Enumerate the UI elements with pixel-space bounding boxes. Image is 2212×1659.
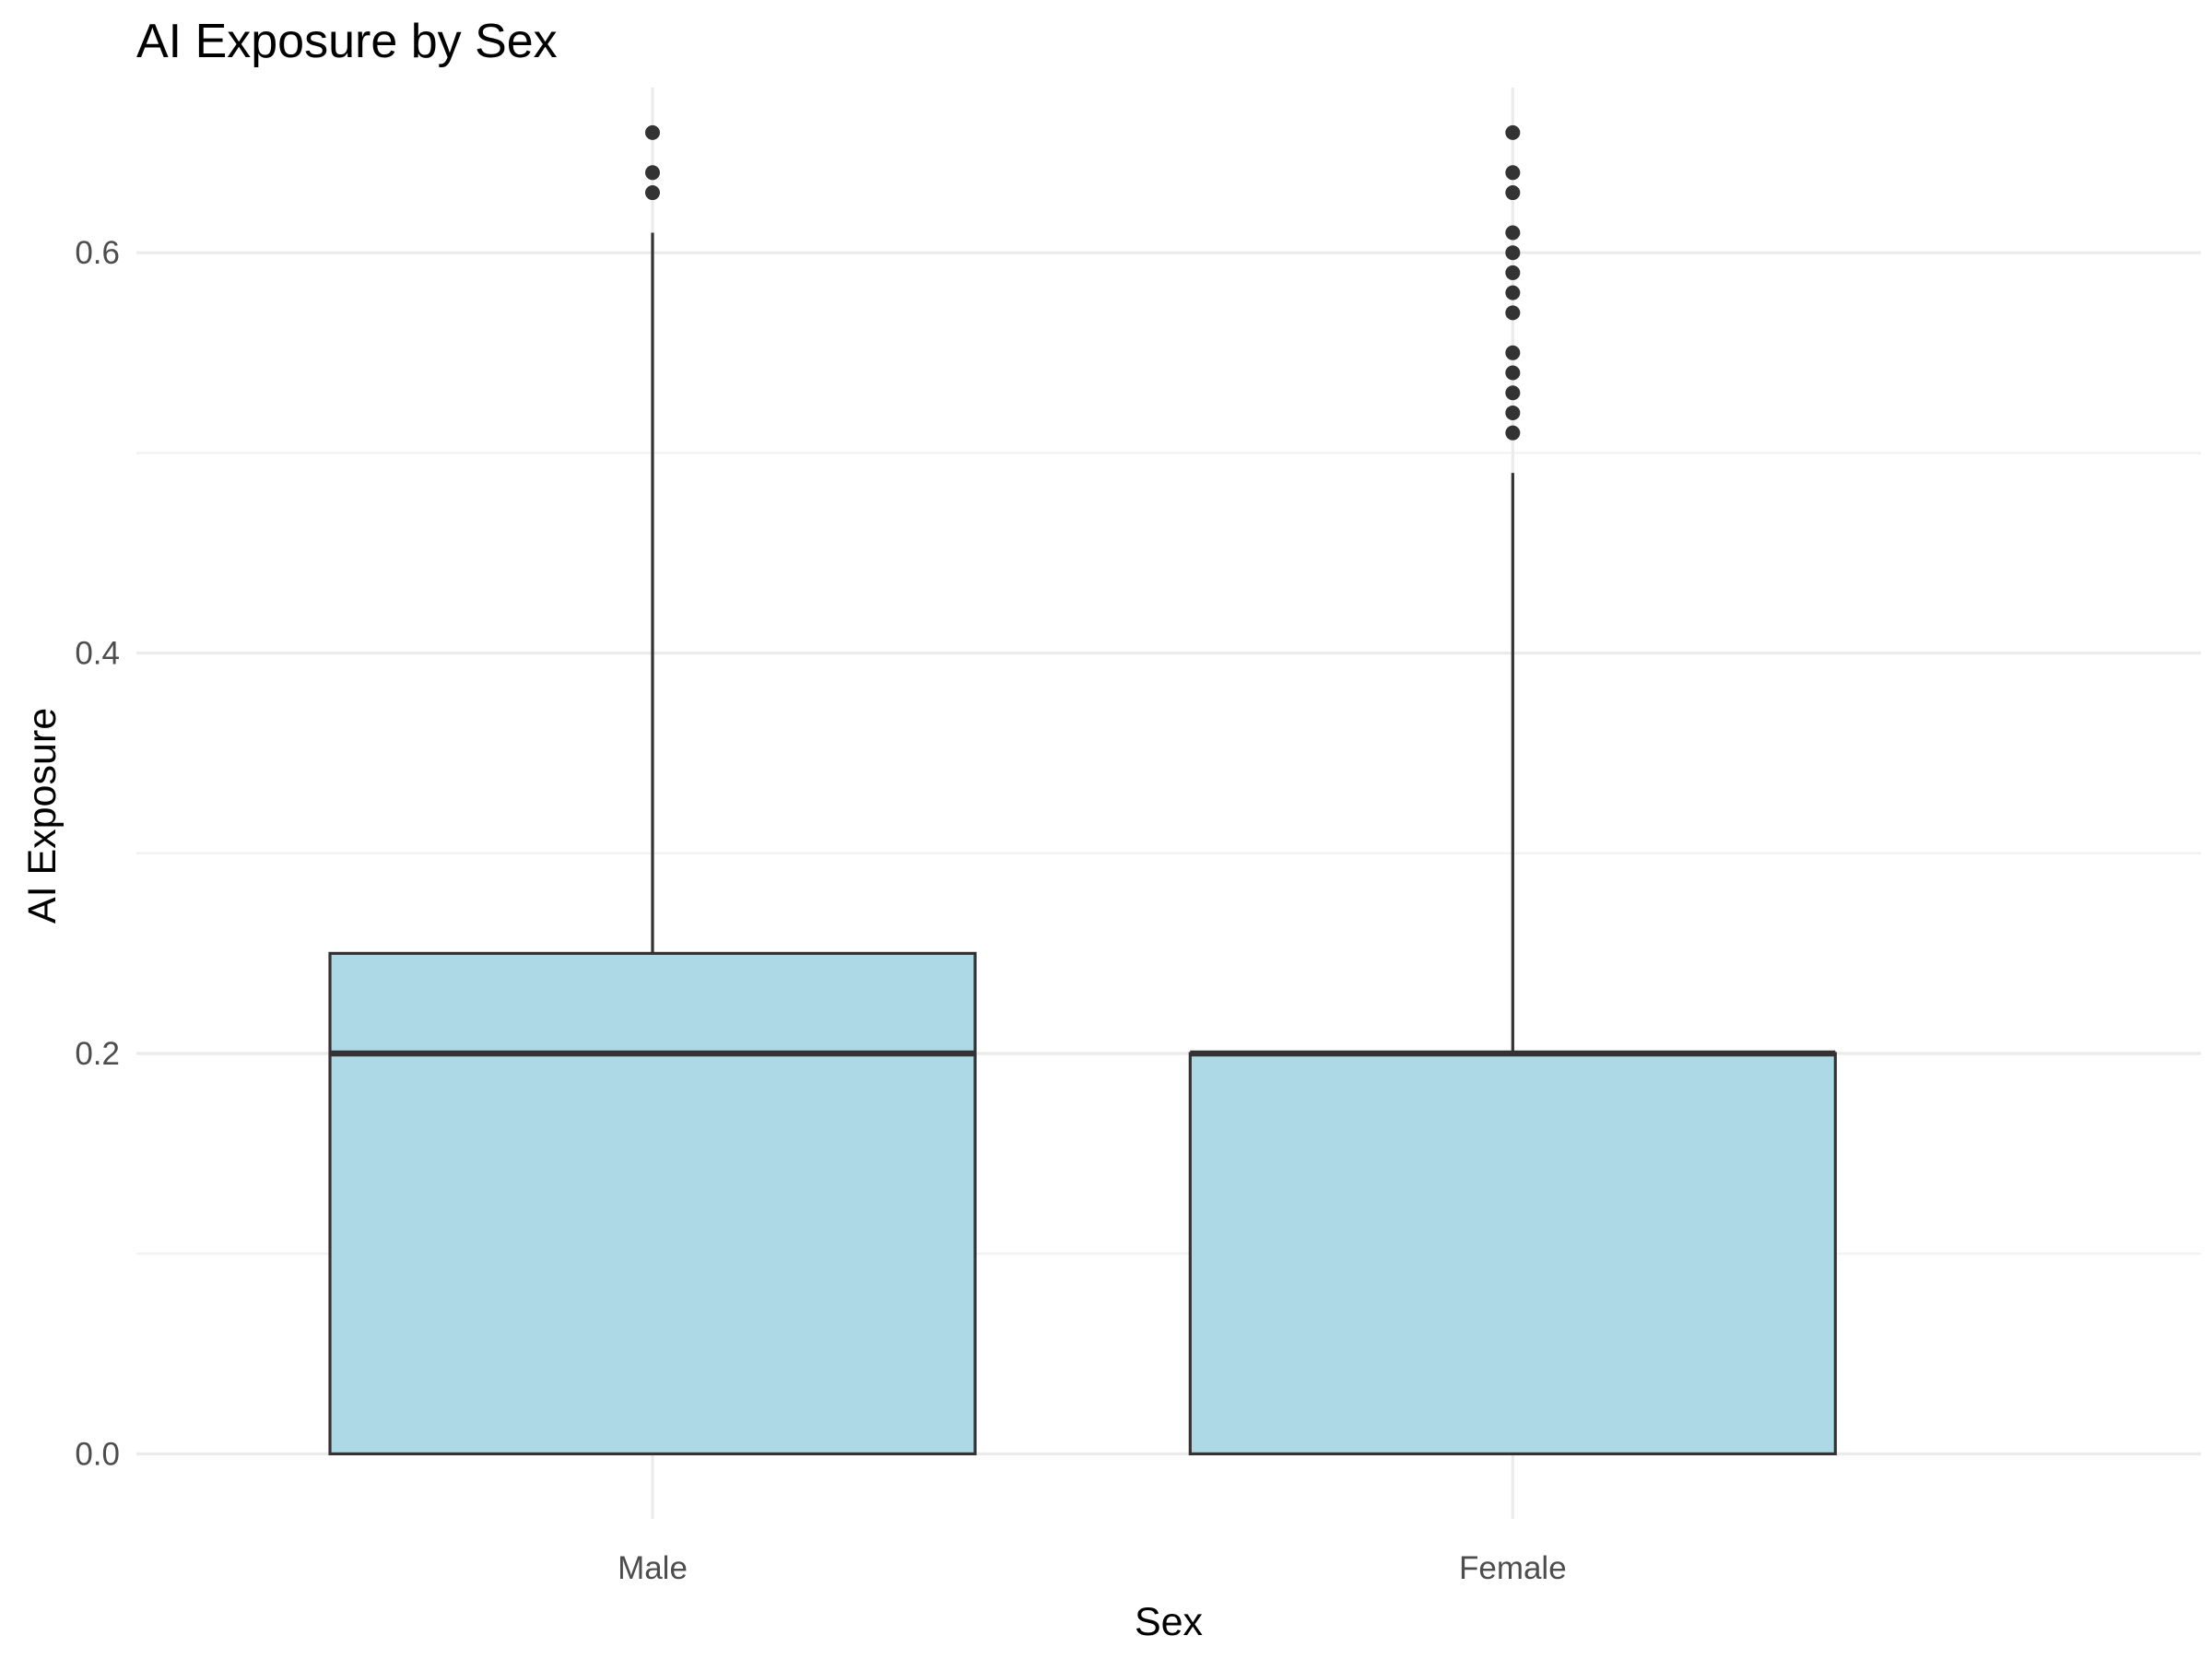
outlier-point: [645, 124, 660, 140]
x-tick-label: Male: [618, 1550, 688, 1586]
outlier-point: [1505, 425, 1521, 441]
outlier-point: [645, 185, 660, 201]
x-tick-label: Female: [1459, 1550, 1567, 1586]
y-tick-label: 0.6: [75, 235, 120, 271]
y-tick-label: 0.4: [75, 636, 120, 672]
box-female: [1188, 124, 1837, 1456]
outlier-point: [1505, 305, 1521, 321]
outlier-point: [1505, 345, 1521, 360]
y-axis-title: AI Exposure: [20, 708, 65, 924]
x-axis-ticks: Male Female: [618, 1550, 1567, 1586]
outlier-point: [1505, 245, 1521, 261]
y-tick-label: 0.2: [75, 1036, 120, 1072]
box-iqr: [328, 951, 977, 1456]
outlier-point: [1505, 165, 1521, 181]
x-axis-title: Sex: [1135, 1600, 1204, 1644]
box-male: [328, 124, 977, 1456]
outlier-point: [1505, 124, 1521, 140]
outlier-point: [1505, 185, 1521, 201]
boxplot-marks: [328, 124, 1837, 1456]
chart-title: AI Exposure by Sex: [136, 15, 558, 68]
outlier-point: [1505, 405, 1521, 420]
outlier-point: [1505, 265, 1521, 280]
outlier-point: [1505, 385, 1521, 401]
outlier-point: [1505, 285, 1521, 300]
outlier-point: [645, 165, 660, 181]
outlier-point: [1505, 225, 1521, 241]
y-axis-ticks: 0.0 0.2 0.4 0.6: [75, 235, 120, 1472]
outlier-point: [1505, 365, 1521, 381]
box-iqr: [1188, 1052, 1837, 1456]
y-tick-label: 0.0: [75, 1436, 120, 1472]
